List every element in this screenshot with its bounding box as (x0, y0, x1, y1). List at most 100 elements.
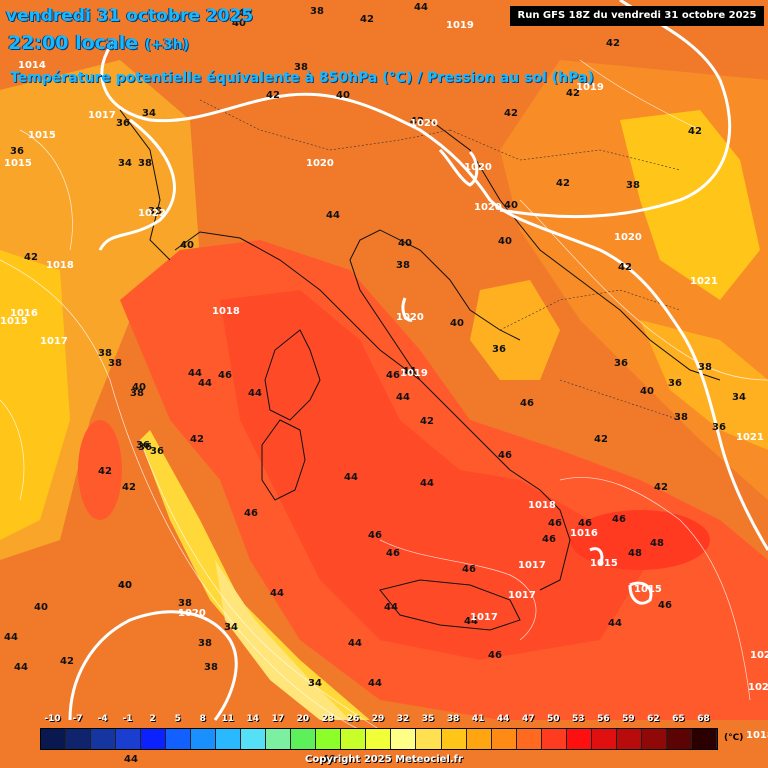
theta-labels: 40 38 42 44 40 42 42 42 42 42 38 42 40 4… (4, 2, 746, 765)
theta-label: 42 (122, 482, 136, 493)
legend-swatch (241, 729, 267, 749)
legend-tick-label: 41 (471, 714, 485, 724)
theta-label: 42 (606, 38, 620, 49)
legend-tick-label: 26 (346, 714, 360, 724)
theta-label: 34 (308, 678, 322, 689)
theta-label: 48 (628, 548, 642, 559)
theta-label: 44 (384, 602, 398, 613)
legend-tick-label: 44 (496, 714, 510, 724)
legend-tick-label: 32 (396, 714, 410, 724)
theta-label: 46 (542, 534, 556, 545)
theta-label: 44 (4, 632, 18, 643)
legend-tick-label: 50 (546, 714, 560, 724)
pressure-label: 1017 (88, 110, 116, 121)
theta-label: 36 (150, 446, 164, 457)
theta-label: 46 (548, 518, 562, 529)
legend-swatch (341, 729, 367, 749)
pocket-west (78, 420, 122, 520)
legend-swatch (316, 729, 342, 749)
legend-swatch (266, 729, 292, 749)
theta-label: 36 (614, 358, 628, 369)
legend-tick-label: 11 (221, 714, 235, 724)
isobars-1020 (68, 0, 768, 721)
theta-label: 46 (386, 370, 400, 381)
pressure-label: 1020 (750, 650, 768, 661)
pressure-label: 1019 (400, 368, 428, 379)
theta-label: 40 (398, 238, 412, 249)
run-info-badge: Run GFS 18Z du vendredi 31 octobre 2025 (510, 6, 764, 26)
theta-label: 38 (698, 362, 712, 373)
theta-label: 38 (204, 662, 218, 673)
pressure-labels: 1014 1015 1015 1017 1015 1016 1017 1018 … (0, 20, 768, 741)
theta-label: 44 (188, 368, 202, 379)
theta-label: 38 (310, 6, 324, 17)
legend-tick-label: 65 (672, 714, 685, 724)
map-time-title: 22:00 locale (+3h) (8, 32, 189, 54)
theta-label: 46 (578, 518, 592, 529)
pocket-south-east (570, 510, 710, 570)
pressure-label: 1015 (0, 316, 28, 327)
legend-swatch (66, 729, 92, 749)
legend-tick-label: 38 (446, 714, 460, 724)
pressure-label: 1020 (614, 232, 642, 243)
borders (199, 99, 681, 421)
theta-label: 44 (348, 638, 362, 649)
legend-swatch (441, 729, 467, 749)
theta-label: 34 (732, 392, 746, 403)
pressure-label: 1017 (470, 612, 498, 623)
theta-label: 42 (566, 88, 580, 99)
theta-label: 38 (130, 388, 144, 399)
theta-label: 46 (386, 548, 400, 559)
legend-tick-label: -10 (44, 714, 61, 724)
legend-tick-label: 2 (149, 714, 156, 724)
theta-label: 40 (640, 386, 654, 397)
pressure-label: 1019 (446, 20, 474, 31)
theta-label: 40 (450, 318, 464, 329)
theta-label: 38 (108, 358, 122, 369)
theta-label: 44 (420, 478, 434, 489)
pressure-label: 1021 (690, 276, 718, 287)
pressure-label: 1016 (10, 308, 38, 319)
theta-label: 36 (138, 442, 152, 453)
theta-label: 44 (414, 2, 428, 13)
theta-label: 44 (368, 678, 382, 689)
theta-label: 46 (520, 398, 534, 409)
legend-swatch (541, 729, 567, 749)
hot-core-inner (220, 290, 650, 660)
pressure-label: 1019 (576, 82, 604, 93)
theta-label: 46 (612, 514, 626, 525)
yellow-tongue (140, 430, 370, 720)
map-date-title: vendredi 31 octobre 2025 (6, 6, 254, 26)
pressure-label: 1018 (212, 306, 240, 317)
pressure-label: 1015 (634, 584, 662, 595)
pressure-label: 1017 (508, 590, 536, 601)
pressure-label: 1018 (746, 730, 768, 741)
copyright-notice: Copyright 2025 Meteociel.fr (305, 754, 463, 765)
theta-label: 42 (190, 434, 204, 445)
pressure-label: 1017 (40, 336, 68, 347)
forecast-offset: (+3h) (144, 37, 190, 53)
local-time: 22:00 locale (8, 32, 139, 54)
theta-label: 36 (712, 422, 726, 433)
legend-unit: (°C) (724, 733, 744, 743)
legend-tick-label: 17 (271, 714, 285, 724)
legend-tick-label: 20 (296, 714, 310, 724)
legend-tick-label: 29 (371, 714, 385, 724)
theta-label: 42 (556, 178, 570, 189)
legend-swatch (366, 729, 392, 749)
theta-label: 36 (116, 118, 130, 129)
coastlines (119, 109, 721, 631)
pressure-label: 1020 (396, 312, 424, 323)
legend-tick-label: 35 (421, 714, 435, 724)
pressure-label: 1016 (570, 528, 598, 539)
theta-label: 42 (504, 108, 518, 119)
legend-tick-label: -7 (72, 714, 83, 724)
theta-label: 46 (218, 370, 232, 381)
theta-label: 42 (60, 656, 74, 667)
balkan-yellow-zone (470, 280, 560, 380)
legend-color-bar (40, 728, 718, 750)
theta-label: 46 (462, 564, 476, 575)
theta-label: 44 (14, 662, 28, 673)
theta-label: 44 (402, 366, 416, 377)
legend-swatch (41, 729, 67, 749)
